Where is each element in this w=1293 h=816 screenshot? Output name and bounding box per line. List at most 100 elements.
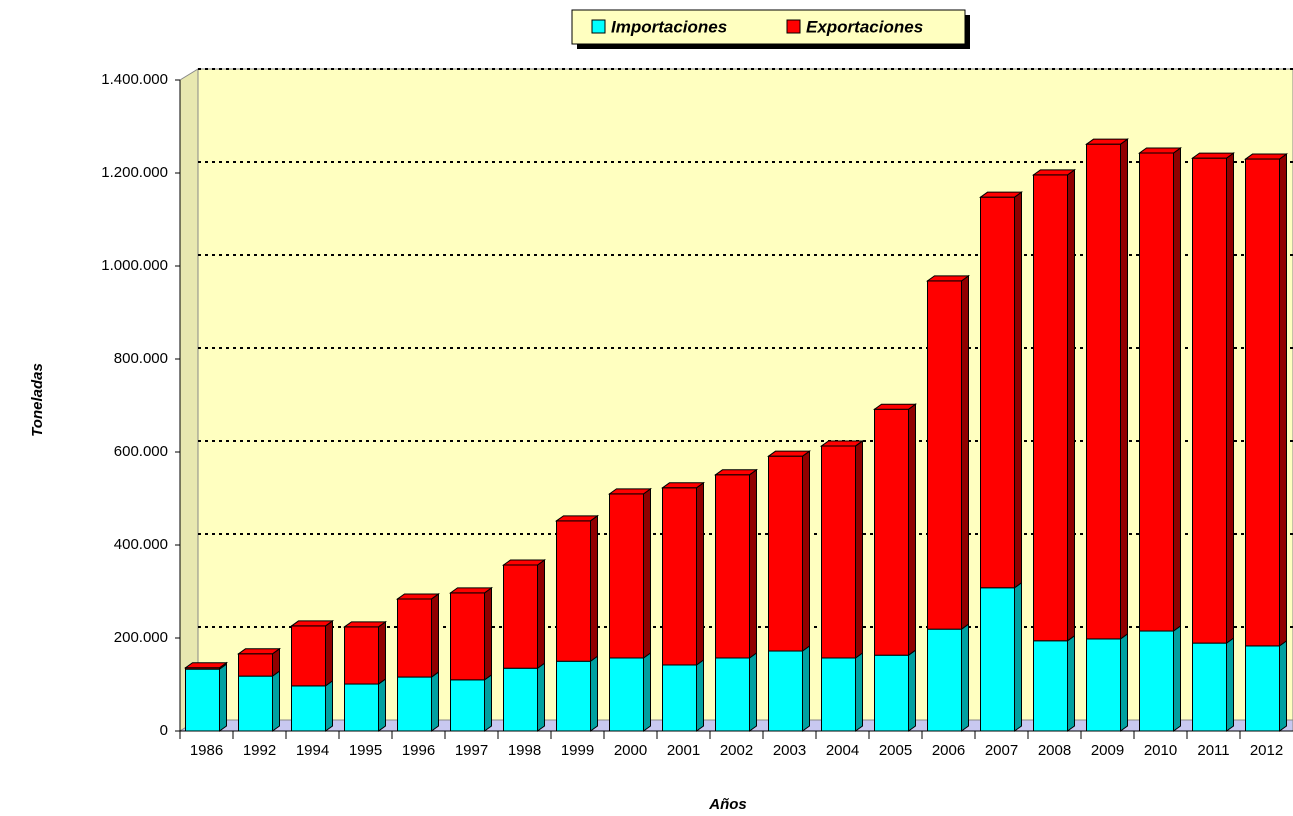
x-tick-label: 1992 — [243, 742, 276, 759]
bar — [291, 625, 326, 687]
bar — [185, 668, 220, 732]
bar-side — [1279, 639, 1287, 732]
bar-side — [537, 662, 545, 732]
bar — [238, 653, 273, 677]
bar — [238, 675, 273, 732]
bar — [715, 657, 750, 732]
x-tick-label: 1996 — [402, 742, 435, 759]
bar-top — [978, 191, 1024, 198]
bar-side — [855, 439, 863, 659]
y-tick-label: 1.200.000 — [101, 164, 168, 181]
bar-top — [1031, 169, 1077, 176]
y-tick-label: 600.000 — [114, 443, 168, 460]
x-tick-label: 2005 — [879, 742, 912, 759]
bar-top — [342, 621, 388, 628]
legend-swatch — [786, 19, 801, 34]
bar — [556, 520, 591, 662]
bar — [980, 196, 1015, 589]
bar-top — [501, 559, 547, 566]
x-tick-label: 2001 — [667, 742, 700, 759]
bar-top — [1190, 152, 1236, 159]
bar — [397, 598, 432, 678]
x-tick-label: 2009 — [1091, 742, 1124, 759]
bar-side — [1120, 138, 1128, 640]
bar-side — [484, 586, 492, 681]
bar-side — [908, 403, 916, 657]
bar — [1245, 158, 1280, 647]
bar — [1086, 143, 1121, 640]
bar — [927, 280, 962, 630]
x-tick-label: 1986 — [190, 742, 223, 759]
bar — [556, 660, 591, 732]
legend-label: Exportaciones — [806, 17, 923, 36]
x-tick-label: 2007 — [985, 742, 1018, 759]
x-tick-label: 1999 — [561, 742, 594, 759]
bar-side — [219, 663, 227, 732]
bar — [1086, 638, 1121, 732]
bar — [768, 650, 803, 732]
bar — [344, 626, 379, 685]
bar-top — [395, 593, 441, 600]
bar-side — [1279, 153, 1287, 647]
bar-side — [378, 678, 386, 732]
bar-side — [1014, 581, 1022, 732]
bar — [1033, 640, 1068, 732]
bar — [874, 408, 909, 656]
bar — [662, 664, 697, 732]
bar-side — [484, 673, 492, 732]
bar — [1139, 152, 1174, 632]
bar — [980, 587, 1015, 732]
bar-side — [272, 670, 280, 732]
bar-top — [236, 648, 282, 655]
x-axis-title: Años — [708, 796, 747, 813]
x-tick-label: 2003 — [773, 742, 806, 759]
legend — [571, 9, 966, 45]
side-wall — [179, 68, 199, 732]
x-tick-label: 2011 — [1197, 742, 1229, 759]
bar-side — [1067, 634, 1075, 732]
bar-side — [1067, 168, 1075, 642]
bar — [715, 474, 750, 659]
bar-side — [643, 652, 651, 732]
bar — [450, 679, 485, 732]
bar — [1245, 645, 1280, 732]
bar-side — [749, 468, 757, 659]
y-tick-label: 200.000 — [114, 629, 168, 646]
bar — [927, 628, 962, 732]
bar — [609, 657, 644, 732]
x-tick-label: 2002 — [720, 742, 753, 759]
bar-side — [537, 559, 545, 670]
bar — [1192, 642, 1227, 732]
bar — [1139, 630, 1174, 732]
y-tick-label: 400.000 — [114, 536, 168, 553]
x-tick-label: 2006 — [932, 742, 965, 759]
bar-side — [749, 652, 757, 732]
bar — [344, 683, 379, 732]
bar — [1192, 157, 1227, 644]
bar-side — [961, 274, 969, 631]
bar-top — [289, 620, 335, 627]
x-tick-label: 1995 — [349, 742, 382, 759]
x-tick-label: 2012 — [1250, 742, 1283, 759]
bar-top — [1137, 147, 1183, 154]
bar-side — [431, 592, 439, 679]
bar-side — [855, 652, 863, 732]
y-tick-label: 1.000.000 — [101, 257, 168, 274]
bar — [450, 592, 485, 681]
bar-side — [431, 671, 439, 732]
x-tick-label: 1998 — [508, 742, 541, 759]
bar-side — [802, 450, 810, 652]
bar — [821, 445, 856, 659]
bar-top — [1243, 153, 1289, 160]
bar — [821, 657, 856, 732]
bar-side — [1014, 191, 1022, 589]
bar — [397, 676, 432, 732]
bar-side — [696, 658, 704, 732]
bar-side — [1226, 637, 1234, 732]
bar-side — [961, 623, 969, 732]
bar-side — [325, 619, 333, 687]
bar — [609, 493, 644, 659]
bar — [503, 667, 538, 732]
bar-top — [660, 482, 706, 489]
